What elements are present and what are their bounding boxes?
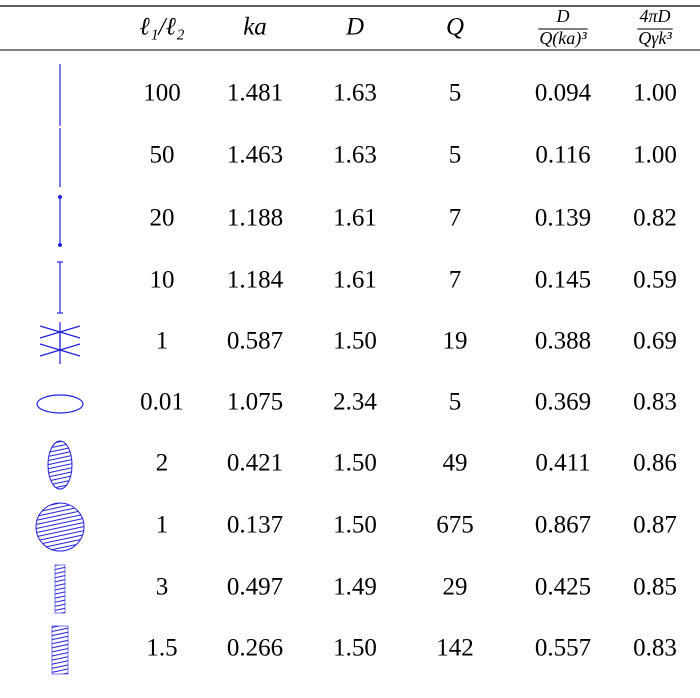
table-cell: 0.87: [633, 512, 677, 539]
table-cell: 29: [443, 574, 468, 601]
table-cell: 0.83: [633, 389, 677, 416]
table-cell: 1.50: [333, 512, 377, 539]
table-cell: 0.145: [535, 267, 591, 294]
column-header: Q: [446, 14, 464, 41]
table-cell: 1.184: [227, 267, 284, 294]
table-cell: 0.425: [535, 574, 591, 601]
table-cell: 2.34: [333, 389, 377, 416]
table-cell: 142: [436, 635, 474, 662]
table-cell: 5: [449, 142, 462, 169]
icon-thin-helix: [54, 564, 66, 614]
table-cell: 0.266: [227, 635, 283, 662]
header-denominator: Q(ka)³: [539, 28, 587, 49]
table-cell: 0.59: [633, 267, 677, 294]
table-cell: 1.63: [333, 142, 377, 169]
table-cell: 1: [156, 512, 169, 539]
header-numerator: D: [556, 6, 570, 26]
icon-loop: [36, 394, 84, 414]
table-cell: 675: [436, 512, 474, 539]
table-cell: 0.421: [227, 450, 283, 477]
table-cell: 0.139: [535, 205, 591, 232]
table-cell: 20: [150, 205, 175, 232]
antenna-icons: [35, 64, 85, 675]
table-cell: 10: [150, 267, 175, 294]
table-cell: 1.188: [227, 205, 283, 232]
icon-helix: [51, 625, 69, 675]
table-cell: 0.094: [535, 80, 592, 107]
table-cell: 1: [156, 328, 169, 355]
table-cell: 49: [443, 450, 468, 477]
table-cell: 1.63: [333, 80, 377, 107]
column-header: D: [345, 14, 364, 41]
table-cell: 1.00: [633, 80, 677, 107]
table-cell: 0.69: [633, 328, 677, 355]
column-header: ℓ₁/ℓ₂: [139, 14, 184, 41]
table-cell: 5: [449, 80, 462, 107]
table-cell: 0.557: [535, 635, 591, 662]
table-cell: 19: [443, 328, 468, 355]
table-cell: 1.61: [333, 205, 377, 232]
column-header: ka: [243, 14, 267, 41]
icon-spherical-helix: [35, 502, 85, 552]
table-cell: 1.463: [227, 142, 283, 169]
table-cell: 1.481: [227, 80, 283, 107]
icon-loaded-dipole: [58, 195, 62, 247]
table-cell: 50: [150, 142, 175, 169]
table-cell: 0.497: [227, 574, 283, 601]
table-cell: 0.411: [535, 450, 590, 477]
table-cell: 0.867: [535, 512, 591, 539]
table-cell: 1.5: [146, 635, 177, 662]
table-cell: 0.85: [633, 574, 677, 601]
table-cell: 1.50: [333, 450, 377, 477]
table-cell: 1.50: [333, 635, 377, 662]
table-cell: 7: [449, 267, 462, 294]
icon-capped-dipole: [57, 261, 63, 314]
table-cell: 100: [143, 80, 181, 107]
table-cell: 1.075: [227, 389, 283, 416]
table-cell: 0.82: [633, 205, 677, 232]
header-denominator: Qγk³: [638, 28, 672, 48]
table-cell: 7: [449, 205, 462, 232]
table-cell: 0.388: [535, 328, 591, 355]
table-cell: 1.49: [333, 574, 377, 601]
header-numerator: 4πD: [639, 6, 670, 26]
icon-top-hat-dipole: [39, 322, 81, 364]
table-cell: 0.116: [535, 142, 590, 169]
table-cell: 2: [156, 450, 169, 477]
table-cell: 5: [449, 389, 462, 416]
table-cell: 0.369: [535, 389, 591, 416]
table-cell: 1.61: [333, 267, 377, 294]
table-cell: 3: [156, 574, 169, 601]
icon-ellipsoid-helix: [47, 440, 73, 490]
table-cell: 1.50: [333, 328, 377, 355]
table-cell: 0.83: [633, 635, 677, 662]
table-cell: 0.587: [227, 328, 283, 355]
table-cell: 0.137: [227, 512, 283, 539]
table-cell: 0.01: [140, 389, 184, 416]
table-cell: 1.00: [633, 142, 677, 169]
table-cell: 0.86: [633, 450, 677, 477]
